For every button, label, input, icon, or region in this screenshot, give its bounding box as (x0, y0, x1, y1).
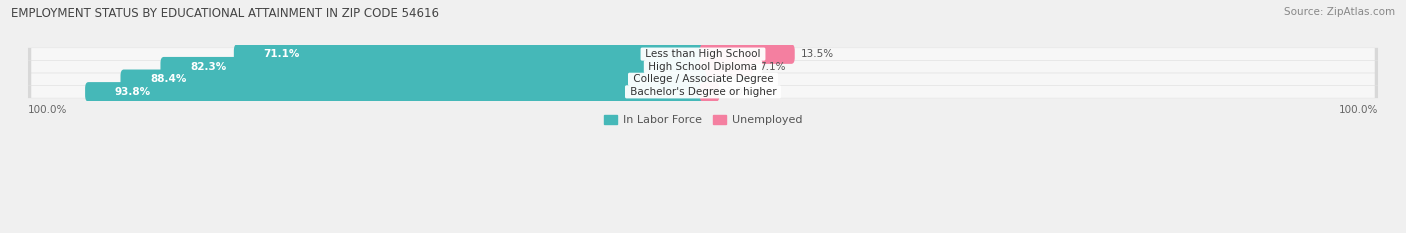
Text: College / Associate Degree: College / Associate Degree (630, 74, 776, 84)
Text: 2.0%: 2.0% (725, 87, 752, 97)
Text: 7.1%: 7.1% (759, 62, 786, 72)
Legend: In Labor Force, Unemployed: In Labor Force, Unemployed (599, 110, 807, 130)
Text: 93.8%: 93.8% (115, 87, 150, 97)
Text: 0.0%: 0.0% (713, 74, 740, 84)
Text: EMPLOYMENT STATUS BY EDUCATIONAL ATTAINMENT IN ZIP CODE 54616: EMPLOYMENT STATUS BY EDUCATIONAL ATTAINM… (11, 7, 439, 20)
Text: Less than High School: Less than High School (643, 49, 763, 59)
FancyBboxPatch shape (28, 60, 1378, 73)
FancyBboxPatch shape (31, 73, 1375, 85)
FancyBboxPatch shape (28, 48, 1378, 60)
FancyBboxPatch shape (160, 57, 706, 76)
Text: 88.4%: 88.4% (150, 74, 187, 84)
FancyBboxPatch shape (700, 57, 752, 76)
Text: Bachelor's Degree or higher: Bachelor's Degree or higher (627, 87, 779, 97)
FancyBboxPatch shape (31, 61, 1375, 73)
FancyBboxPatch shape (86, 82, 706, 102)
FancyBboxPatch shape (700, 44, 794, 64)
FancyBboxPatch shape (28, 86, 1378, 98)
FancyBboxPatch shape (121, 69, 706, 89)
FancyBboxPatch shape (31, 86, 1375, 98)
Text: Source: ZipAtlas.com: Source: ZipAtlas.com (1284, 7, 1395, 17)
Text: 13.5%: 13.5% (801, 49, 834, 59)
Text: High School Diploma: High School Diploma (645, 62, 761, 72)
Text: 82.3%: 82.3% (190, 62, 226, 72)
FancyBboxPatch shape (700, 82, 720, 102)
FancyBboxPatch shape (28, 73, 1378, 86)
FancyBboxPatch shape (233, 44, 706, 64)
FancyBboxPatch shape (31, 48, 1375, 60)
Text: 71.1%: 71.1% (263, 49, 299, 59)
